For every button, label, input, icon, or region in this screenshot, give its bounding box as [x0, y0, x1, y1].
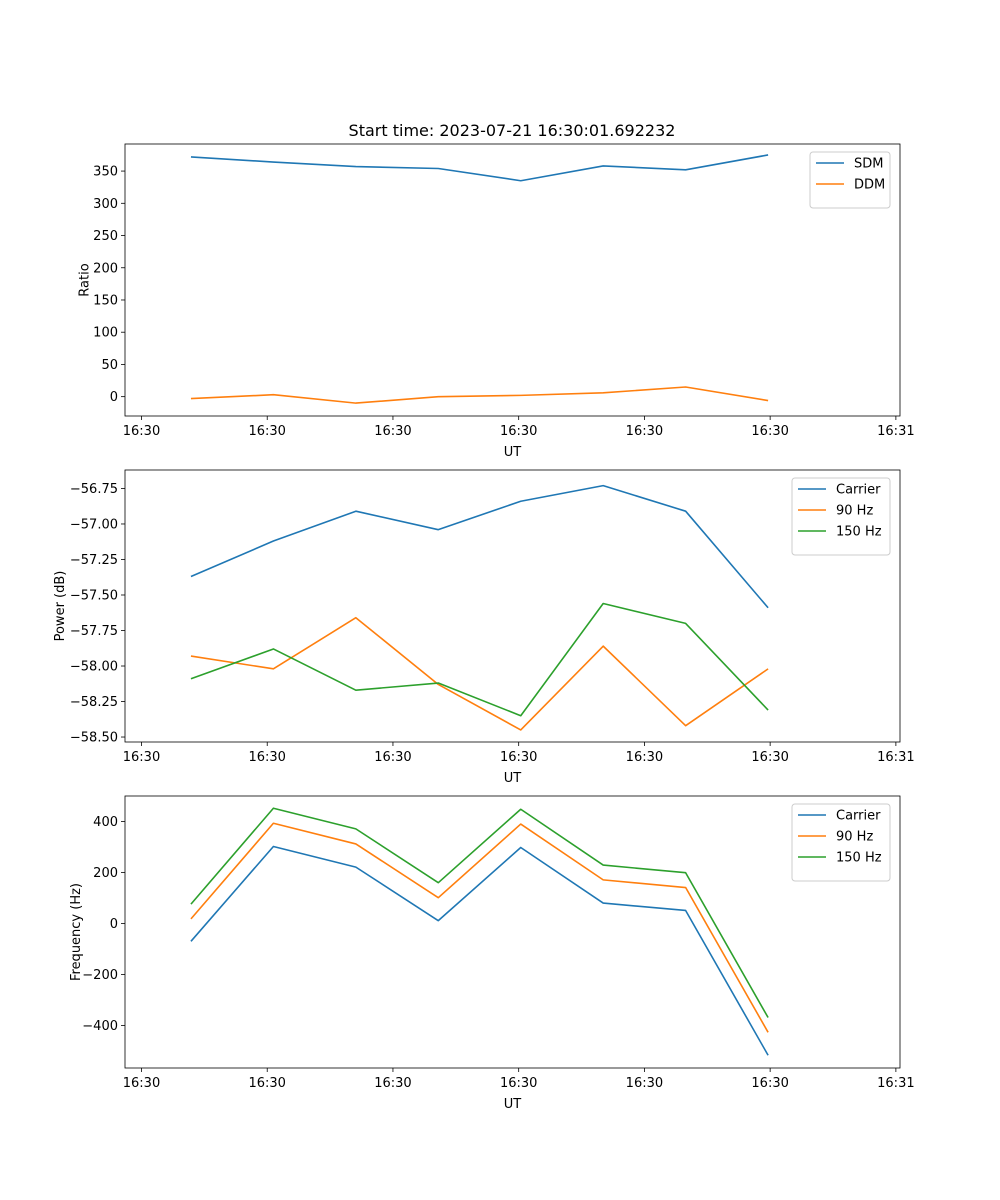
- y-tick-label: 0: [110, 917, 118, 932]
- y-tick-label: −57.25: [70, 553, 118, 568]
- y-tick-label: 200: [93, 866, 118, 881]
- y-tick-label: −56.75: [70, 482, 118, 497]
- x-tick-label: 16:30: [500, 424, 537, 439]
- legend-label-90-hz: 90 Hz: [836, 504, 873, 519]
- series-line-90-hz: [190, 822, 769, 1033]
- series-line-carrier: [190, 845, 769, 1056]
- y-tick-label: 250: [93, 229, 118, 244]
- power-panel: 16:30 16:30 16:30 16:30 16:30 16:30 16:31 −58.5…: [53, 469, 915, 786]
- x-tick-label: 16:30: [626, 750, 663, 765]
- x-tick-label: 16:30: [248, 1076, 285, 1091]
- x-tick-label: 16:30: [248, 424, 285, 439]
- y-tick-label: 100: [93, 326, 118, 341]
- legend-box: [791, 803, 891, 882]
- y-tick-label: 200: [93, 261, 118, 276]
- y-tick-label: −57.00: [70, 517, 118, 532]
- y-tick-label: −58.00: [70, 660, 118, 675]
- legend-label-150-hz: 150 Hz: [836, 851, 882, 866]
- series-line-carrier: [190, 484, 769, 609]
- y-axis-label: Power (dB): [53, 571, 68, 642]
- x-tick-label: 16:30: [374, 424, 411, 439]
- x-tick-label: 16:30: [751, 1076, 788, 1091]
- legend-label-90-hz: 90 Hz: [836, 830, 873, 845]
- y-tick-label: −57.75: [70, 624, 118, 639]
- series-line-sdm: [190, 154, 769, 182]
- x-tick-label: 16:30: [123, 1076, 160, 1091]
- x-tick-label: 16:30: [751, 424, 788, 439]
- y-axis-label: Frequency (Hz): [69, 883, 84, 981]
- series-line-ddm: [190, 386, 769, 404]
- y-tick-label: 400: [93, 815, 118, 830]
- ratio-panel: 16:30 16:30 16:30 16:30 16:30 16:30 16:31 0 50 10…: [77, 143, 915, 460]
- x-tick-label: 16:30: [123, 750, 160, 765]
- x-tick-label: 16:30: [248, 750, 285, 765]
- x-tick-label: 16:30: [626, 1076, 663, 1091]
- series-line-150-hz: [190, 807, 769, 1018]
- axes-frame: [124, 143, 901, 417]
- x-tick-label: 16:30: [123, 424, 160, 439]
- y-tick-label: 350: [93, 165, 118, 180]
- x-tick-label: 16:30: [626, 424, 663, 439]
- legend-label-carrier: Carrier: [836, 809, 881, 824]
- y-tick-label: −200: [82, 968, 118, 983]
- y-axis-label: Ratio: [77, 263, 92, 296]
- legend-label-150-hz: 150 Hz: [836, 525, 882, 540]
- legend-label-sdm: SDM: [854, 157, 883, 172]
- figure-title: Start time: 2023-07-21 16:30:01.692232: [349, 121, 676, 140]
- x-tick-label: 16:31: [877, 1076, 914, 1091]
- y-tick-label: 0: [110, 390, 118, 405]
- y-tick-label: 150: [93, 293, 118, 308]
- legend-label-ddm: DDM: [854, 178, 885, 193]
- y-tick-label: −57.50: [70, 588, 118, 603]
- x-axis-label: UT: [504, 445, 522, 460]
- series-line-90-hz: [190, 616, 769, 731]
- legend-box: [809, 151, 891, 209]
- y-tick-label: 300: [93, 197, 118, 212]
- x-tick-label: 16:30: [751, 750, 788, 765]
- y-tick-label: 50: [101, 358, 118, 373]
- frequency-panel: 16:30 16:30 16:30 16:30 16:30 16:30 16:31 −400 −…: [69, 795, 915, 1112]
- legend-label-carrier: Carrier: [836, 483, 881, 498]
- y-tick-label: −58.25: [70, 695, 118, 710]
- x-tick-label: 16:31: [877, 750, 914, 765]
- x-axis-label: UT: [504, 771, 522, 786]
- x-axis-label: UT: [504, 1097, 522, 1112]
- legend-box: [791, 477, 891, 556]
- y-tick-label: −400: [82, 1019, 118, 1034]
- axes-frame: [124, 795, 901, 1069]
- x-tick-label: 16:30: [500, 750, 537, 765]
- y-tick-label: −58.50: [70, 731, 118, 746]
- x-tick-label: 16:30: [374, 1076, 411, 1091]
- x-tick-label: 16:30: [500, 1076, 537, 1091]
- x-tick-label: 16:30: [374, 750, 411, 765]
- x-tick-label: 16:31: [877, 424, 914, 439]
- axes-frame: [124, 469, 901, 743]
- series-line-150-hz: [190, 602, 769, 717]
